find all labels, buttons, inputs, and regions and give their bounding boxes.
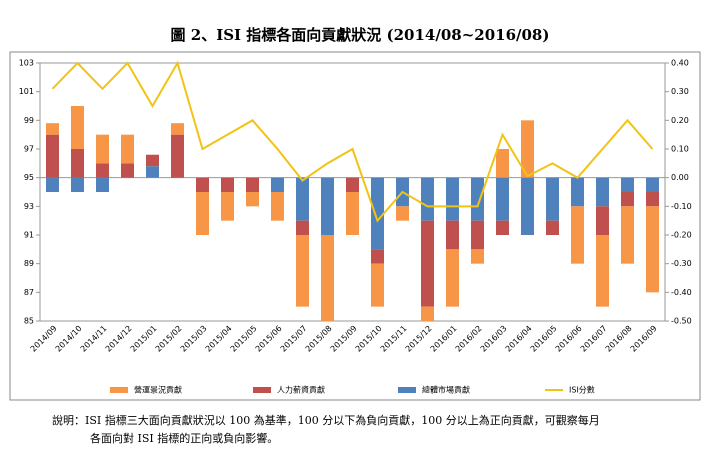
bar: [596, 235, 609, 307]
bar: [121, 134, 134, 164]
bar: [171, 123, 184, 135]
bar: [446, 249, 459, 307]
bar: [46, 123, 59, 135]
bar: [446, 220, 459, 250]
bar: [571, 206, 584, 264]
y-tick-label: 89: [24, 259, 34, 268]
bar: [196, 177, 209, 192]
y2-tick-label: 0.20: [671, 116, 689, 125]
y-tick-label: 97: [24, 145, 34, 154]
bar: [371, 249, 384, 264]
bar: [621, 177, 634, 192]
bar: [46, 134, 59, 178]
y2-tick-label: -0.20: [671, 231, 692, 240]
bar: [71, 106, 84, 149]
bar: [421, 177, 434, 221]
y-tick-label: 91: [24, 231, 34, 240]
line: [51, 60, 654, 223]
plot-area: [39, 62, 666, 322]
bar: [371, 263, 384, 307]
chart-title: 圖 2、ISI 指標各面向貢獻狀況 (2014/08~2016/08): [171, 26, 550, 44]
bar: [421, 306, 434, 321]
bar: [146, 166, 159, 178]
bar: [171, 134, 184, 178]
bar: [471, 177, 484, 221]
y2-tick-label: -0.40: [671, 288, 692, 297]
bar: [646, 206, 659, 293]
bar: [496, 177, 509, 221]
y2-tick-label: 0.10: [671, 145, 689, 154]
bar: [246, 177, 259, 192]
legend-label: 總體市場貢獻: [422, 385, 470, 395]
bar: [396, 206, 409, 221]
bar: [271, 177, 284, 192]
legend-swatch: [110, 387, 128, 393]
bar: [471, 249, 484, 264]
bar: [96, 163, 109, 178]
legend-label: 人力薪資貢獻: [277, 385, 325, 395]
bar: [221, 177, 234, 192]
bar: [46, 177, 59, 192]
y2-tick-label: 0.30: [671, 87, 689, 96]
bar: [96, 177, 109, 192]
y2-tick-label: 0.40: [671, 59, 689, 68]
bar: [646, 177, 659, 192]
y2-tick-label: -0.30: [671, 259, 692, 268]
bar: [321, 177, 334, 235]
bar: [296, 220, 309, 235]
y2-tick-label: -0.50: [671, 317, 692, 326]
bar: [596, 206, 609, 235]
bar: [646, 192, 659, 207]
bar: [471, 220, 484, 250]
bar: [196, 192, 209, 235]
y2-tick-label: 0.00: [671, 173, 689, 182]
y-tick-label: 95: [24, 173, 34, 182]
bar: [296, 235, 309, 307]
bar: [271, 192, 284, 221]
y2-tick-label: -0.10: [671, 202, 692, 211]
bar: [146, 154, 159, 167]
bar: [71, 177, 84, 192]
bar: [596, 177, 609, 207]
bar: [571, 177, 584, 207]
bar: [521, 120, 534, 178]
bar: [496, 220, 509, 235]
bar: [346, 177, 359, 192]
y-tick-label: 93: [24, 202, 34, 211]
bar: [621, 206, 634, 264]
bar: [621, 192, 634, 207]
y-tick-label: 87: [24, 288, 34, 297]
legend-label: 營運景況貢獻: [134, 385, 182, 395]
bar: [296, 177, 309, 221]
bar: [446, 177, 459, 221]
bar: [371, 177, 384, 250]
legend-swatch: [398, 387, 416, 393]
bar: [221, 192, 234, 221]
bar: [346, 192, 359, 235]
note-line: 說明：ISI 指標三大面向貢獻狀況以 100 為基準，100 分以下為負向貢獻，…: [52, 413, 600, 427]
bar: [521, 177, 534, 235]
bar: [421, 220, 434, 307]
bar: [321, 235, 334, 321]
legend-label: ISI分數: [569, 385, 595, 395]
bar: [546, 177, 559, 221]
note-line: 各面向對 ISI 指標的正向或負向影響。: [90, 431, 278, 445]
y-tick-label: 103: [19, 59, 34, 68]
y-tick-label: 99: [24, 116, 34, 125]
bar: [546, 220, 559, 235]
bar: [71, 149, 84, 178]
bar: [496, 149, 509, 178]
legend-swatch: [253, 387, 271, 393]
bar: [121, 163, 134, 178]
y-tick-label: 85: [24, 317, 34, 326]
bar: [246, 192, 259, 207]
y-tick-label: 101: [19, 87, 34, 96]
bar: [96, 134, 109, 164]
